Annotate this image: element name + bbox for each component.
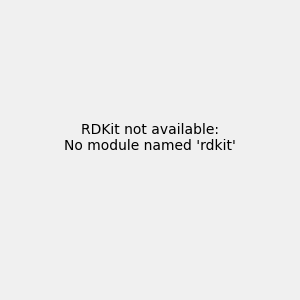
Text: RDKit not available:
No module named 'rdkit': RDKit not available: No module named 'rd… bbox=[64, 123, 236, 153]
